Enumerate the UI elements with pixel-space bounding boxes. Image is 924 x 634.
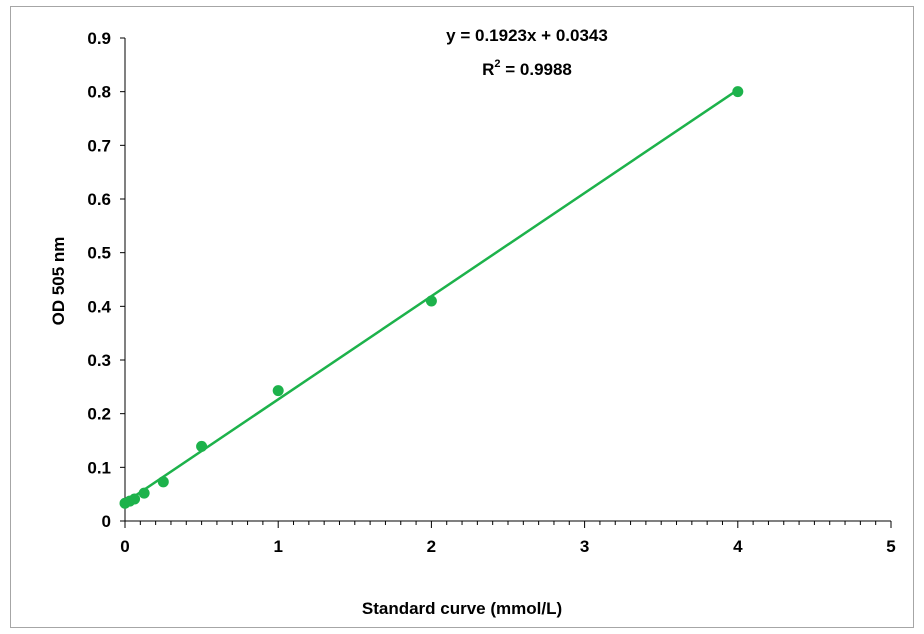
y-tick-label: 0.4 xyxy=(87,297,111,316)
equation-label: y = 0.1923x + 0.0343 xyxy=(446,26,608,45)
data-point xyxy=(196,440,208,452)
data-point xyxy=(425,295,437,307)
r-squared-prefix: R xyxy=(482,60,494,79)
data-point xyxy=(157,476,169,488)
x-tick-label: 1 xyxy=(273,537,282,556)
y-tick-label: 0.2 xyxy=(87,405,111,424)
x-tick-label: 2 xyxy=(427,537,436,556)
x-tick-label: 4 xyxy=(733,537,743,556)
x-tick-label: 0 xyxy=(120,537,129,556)
y-tick-label: 0.3 xyxy=(87,351,111,370)
r-squared-superscript: 2 xyxy=(494,58,500,70)
y-tick-label: 0 xyxy=(102,512,111,531)
y-tick-label: 0.1 xyxy=(87,458,111,477)
data-point xyxy=(138,487,150,499)
r-squared-label: R2 = 0.9988 xyxy=(482,58,572,79)
y-tick-label: 0.6 xyxy=(87,190,111,209)
data-point xyxy=(129,493,141,505)
data-points xyxy=(119,86,744,509)
data-point xyxy=(272,385,284,397)
x-axis-title: Standard curve (mmol/L) xyxy=(362,599,562,618)
y-axis-title: OD 505 nm xyxy=(49,237,68,326)
y-tick-label: 0.8 xyxy=(87,83,111,102)
x-tick-label: 3 xyxy=(580,537,589,556)
y-tick-label: 0.5 xyxy=(87,244,111,263)
data-point xyxy=(732,86,744,98)
x-axis-ticks: 0 1 2 3 4 5 xyxy=(120,521,896,556)
y-tick-label: 0.9 xyxy=(87,29,111,48)
y-axis-ticks: 0 0.1 0.2 0.3 0.4 0.5 0.6 0.7 0.8 0.9 xyxy=(87,29,125,531)
x-tick-label: 5 xyxy=(886,537,895,556)
r-squared-value: = 0.9988 xyxy=(501,60,572,79)
y-tick-label: 0.7 xyxy=(87,136,111,155)
axes xyxy=(124,38,891,522)
